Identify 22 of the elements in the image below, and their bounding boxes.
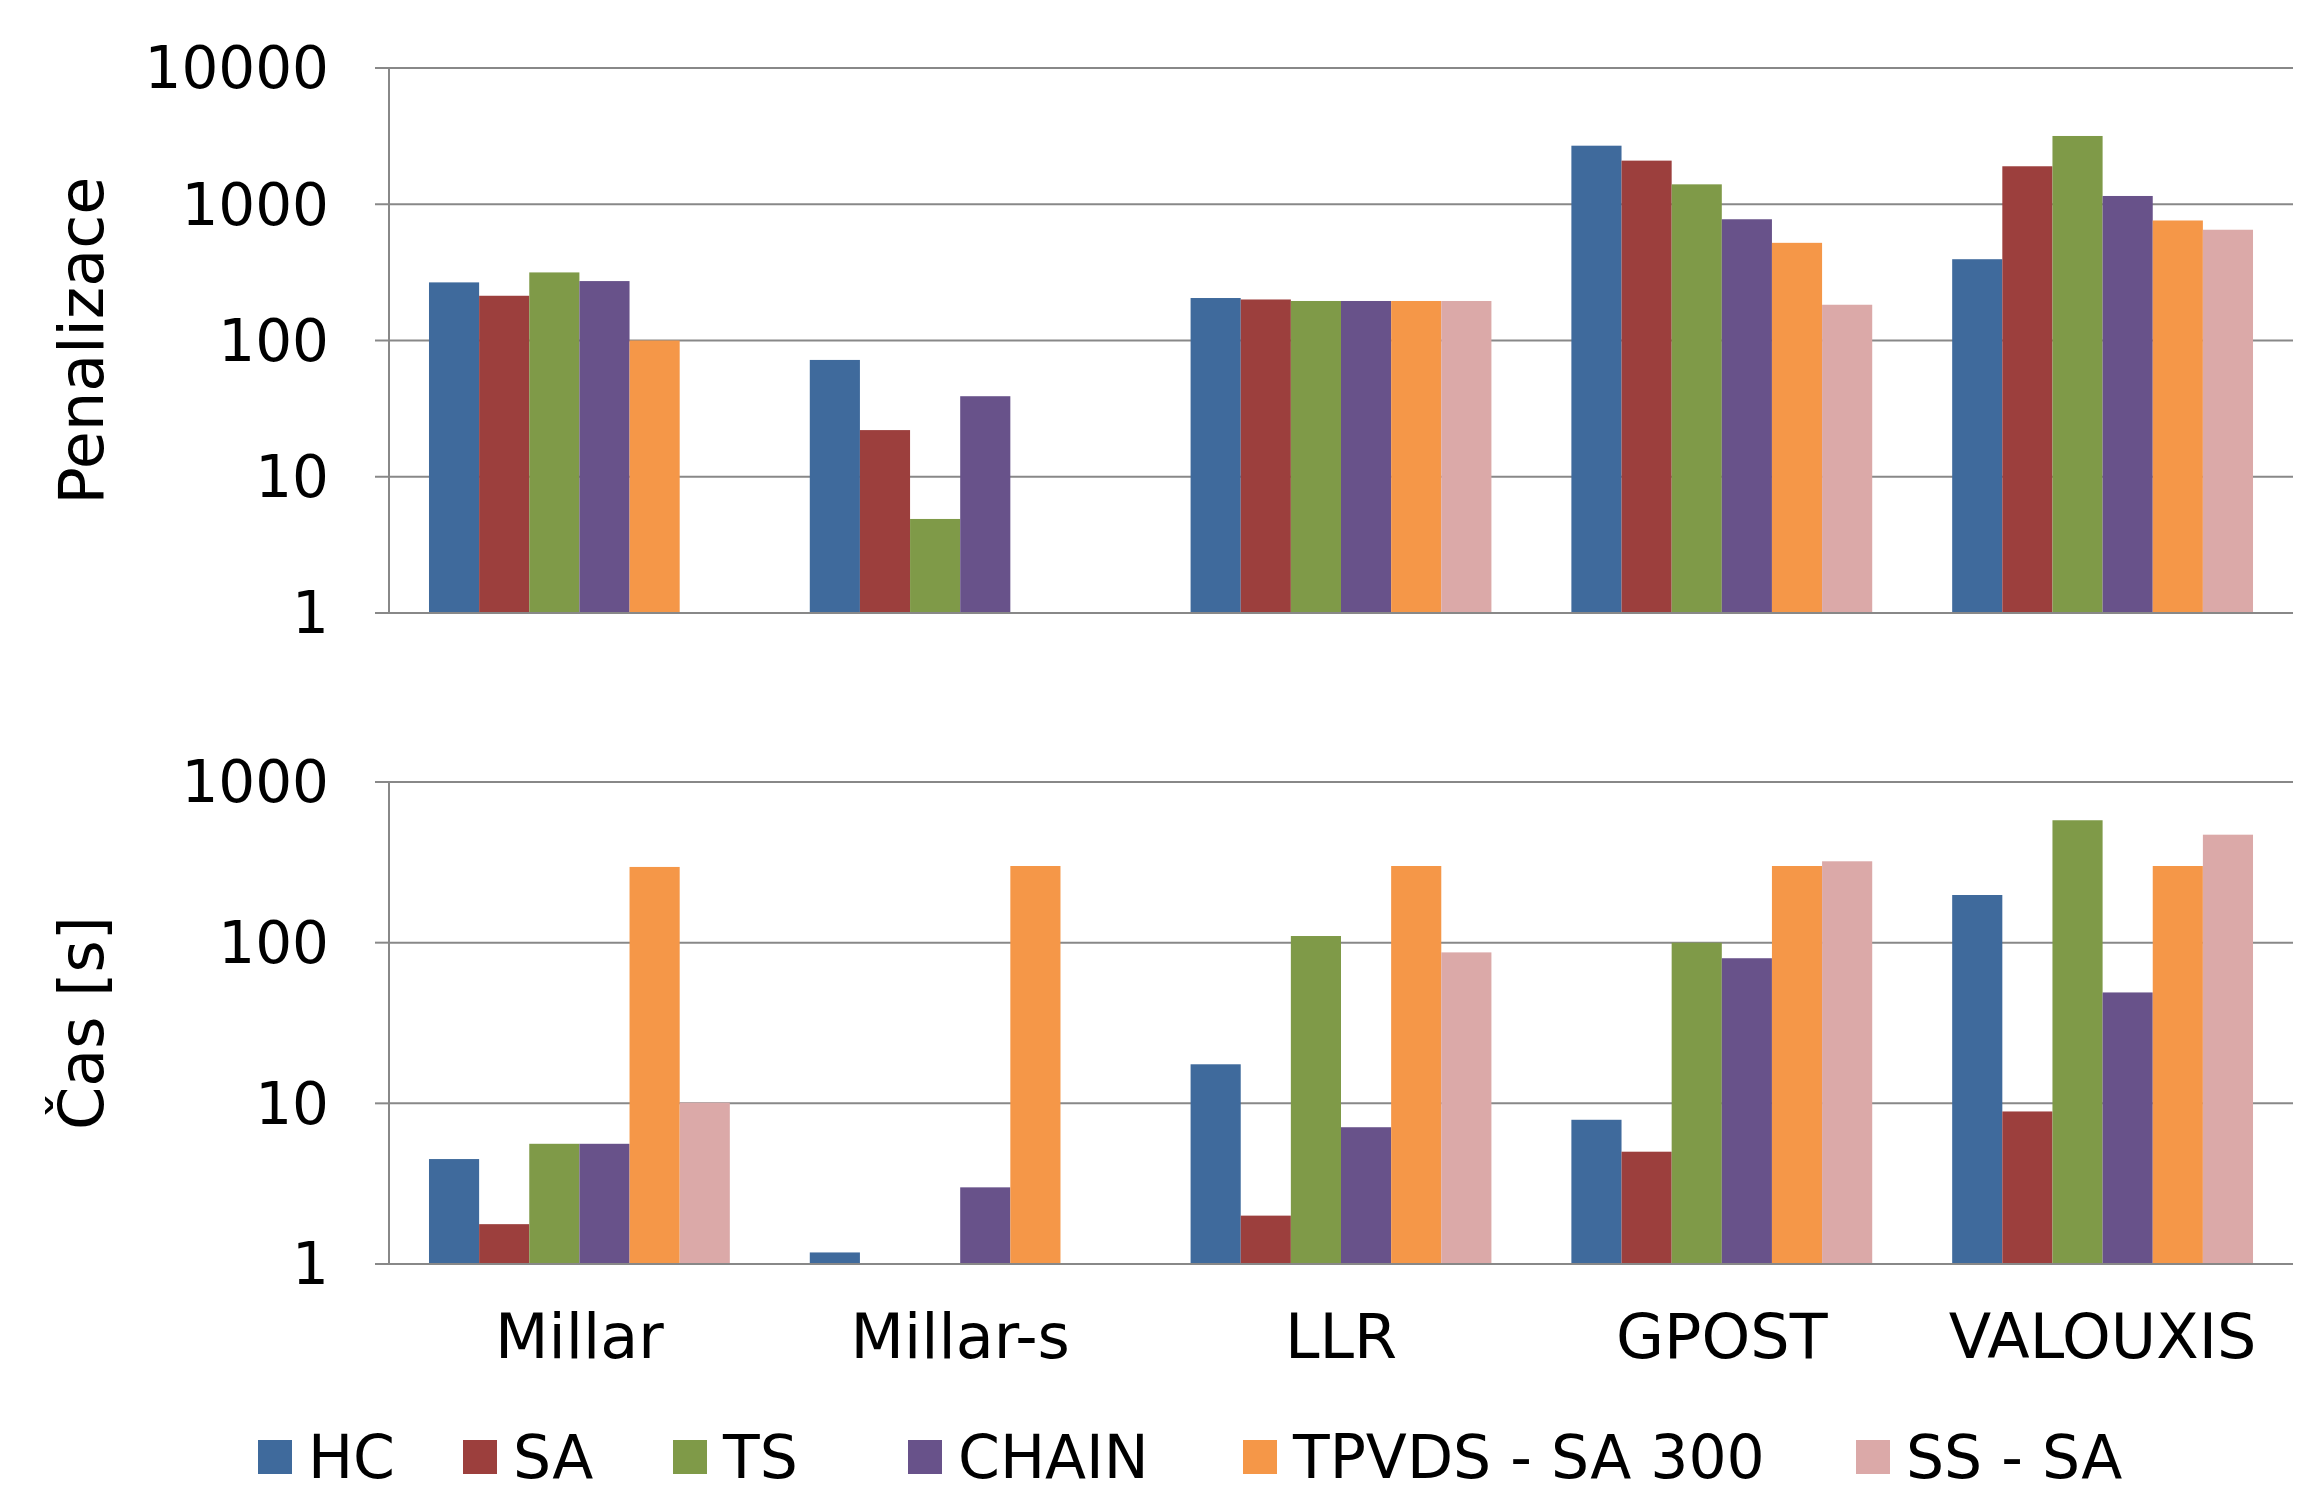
legend-label: TPVDS - SA 300	[1292, 1422, 1765, 1492]
x-tick-label: Millar-s	[850, 1300, 1070, 1373]
legend-label: SS - SA	[1906, 1422, 2123, 1492]
y-tick-label: 100	[218, 908, 329, 977]
x-tick-label: VALOUXIS	[1948, 1300, 2257, 1373]
legend-label: SA	[513, 1422, 594, 1492]
legend-label: TS	[722, 1422, 798, 1492]
y-tick-label: 10000	[144, 34, 329, 103]
y-tick-label: 1000	[181, 748, 329, 817]
x-tick-label: GPOST	[1616, 1300, 1829, 1373]
y-tick-label: 1000	[181, 170, 329, 239]
y-axis-title: Čas [s]	[45, 916, 118, 1130]
y-tick-label: 1	[292, 1230, 329, 1299]
x-tick-label: LLR	[1284, 1300, 1398, 1373]
y-tick-label: 100	[218, 306, 329, 375]
y-tick-label: 1	[292, 579, 329, 648]
y-tick-label: 10	[255, 443, 329, 512]
legend-label: CHAIN	[958, 1422, 1149, 1492]
x-tick-label: Millar	[495, 1300, 665, 1373]
legend-label: HC	[308, 1422, 396, 1492]
y-axis-title: Penalizace	[45, 176, 118, 505]
y-tick-label: 10	[255, 1069, 329, 1138]
